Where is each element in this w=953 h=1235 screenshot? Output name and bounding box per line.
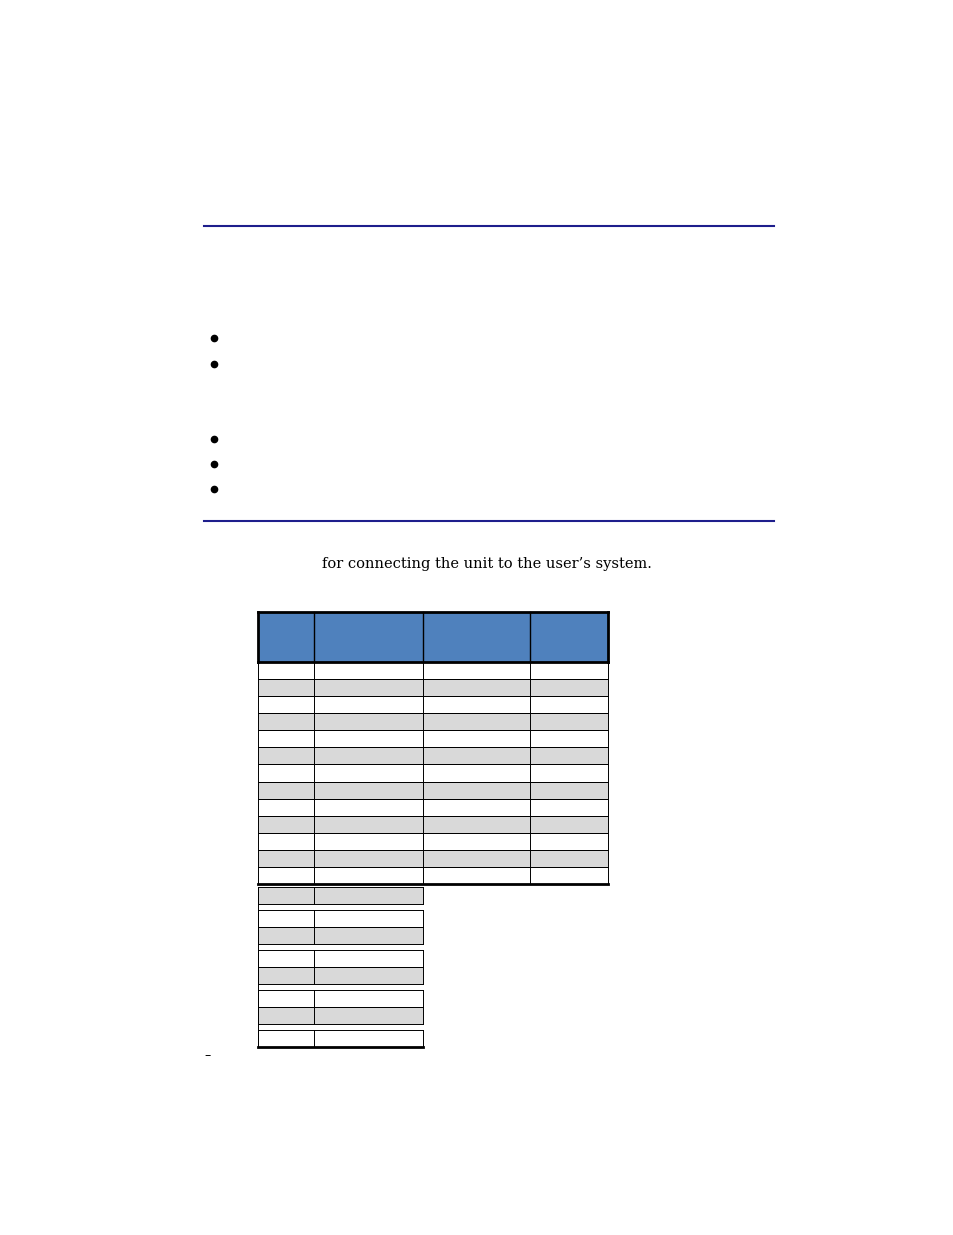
Bar xyxy=(258,1007,423,1024)
Bar xyxy=(258,730,607,747)
Bar xyxy=(258,816,607,832)
Bar xyxy=(258,799,607,816)
Bar xyxy=(258,1030,423,1047)
Text: –: – xyxy=(204,1049,211,1062)
Bar xyxy=(258,747,607,764)
Bar xyxy=(258,697,607,713)
Bar xyxy=(258,713,607,730)
Bar xyxy=(258,967,423,984)
Bar xyxy=(258,950,423,967)
Bar xyxy=(258,613,607,662)
Bar xyxy=(258,679,607,697)
Bar xyxy=(258,782,607,799)
Bar xyxy=(258,927,423,944)
Bar xyxy=(258,764,607,782)
Bar xyxy=(258,832,607,850)
Bar xyxy=(258,910,423,927)
Bar xyxy=(258,867,607,884)
Bar xyxy=(258,887,423,904)
Bar xyxy=(258,989,423,1007)
Bar xyxy=(258,850,607,867)
Bar xyxy=(258,662,607,679)
Text: for connecting the unit to the user’s system.: for connecting the unit to the user’s sy… xyxy=(321,557,651,571)
